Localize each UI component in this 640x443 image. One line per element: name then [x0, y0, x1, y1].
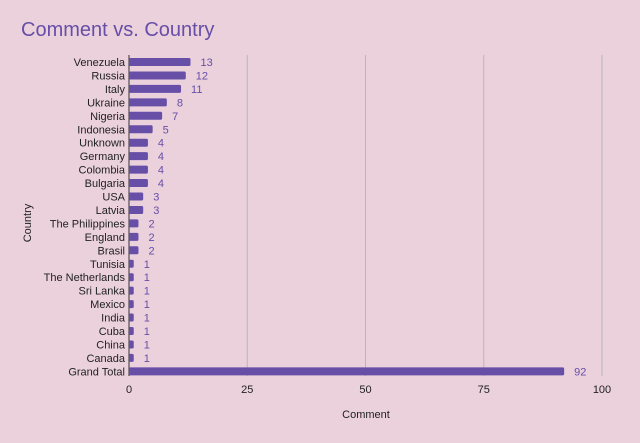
- category-label: Tunisia: [90, 259, 126, 271]
- value-label: 1: [144, 353, 150, 365]
- bar: [129, 192, 144, 201]
- x-tick-label: 0: [126, 384, 132, 396]
- y-axis-title: Country: [22, 203, 34, 242]
- category-label: Unknown: [79, 138, 125, 150]
- bar: [129, 152, 148, 161]
- x-tick-label: 25: [241, 384, 253, 396]
- bar: [129, 125, 153, 134]
- category-label: China: [96, 339, 126, 351]
- value-label: 5: [163, 124, 169, 136]
- value-label: 1: [144, 272, 150, 284]
- value-label: 11: [191, 84, 202, 96]
- category-label: Russia: [91, 70, 126, 82]
- x-axis-title: Comment: [342, 409, 390, 421]
- value-label: 4: [158, 138, 164, 150]
- category-label: Cuba: [99, 326, 126, 338]
- value-label: 4: [158, 178, 164, 190]
- value-label: 2: [148, 245, 154, 257]
- value-label: 1: [144, 313, 150, 325]
- bar: [129, 111, 163, 120]
- value-label: 4: [158, 165, 164, 177]
- value-label: 13: [200, 57, 212, 69]
- bar: [129, 219, 139, 228]
- value-label: 3: [153, 205, 159, 217]
- category-label: Brasil: [97, 245, 125, 257]
- category-label: Canada: [86, 353, 125, 365]
- bar: [129, 205, 144, 214]
- bar: [129, 340, 134, 349]
- value-label: 1: [144, 299, 150, 311]
- category-label: Nigeria: [90, 111, 126, 123]
- bar: [129, 232, 139, 241]
- bar: [129, 353, 134, 362]
- gridlines: [128, 55, 603, 376]
- category-label: Bulgaria: [85, 178, 126, 190]
- bar: [129, 273, 134, 282]
- category-label: Germany: [80, 151, 126, 163]
- bar: [129, 138, 148, 147]
- value-label: 12: [196, 70, 208, 82]
- category-label: India: [101, 313, 126, 325]
- bar: [129, 286, 134, 295]
- category-label: Latvia: [96, 205, 126, 217]
- bar: [129, 165, 148, 174]
- bar: [129, 327, 134, 335]
- value-label: 2: [148, 232, 154, 244]
- bar: [129, 300, 134, 309]
- value-label: 1: [144, 286, 150, 298]
- category-label: Grand Total: [68, 366, 125, 378]
- category-label: Sri Lanka: [79, 286, 126, 298]
- value-label: 4: [158, 151, 164, 163]
- value-label: 8: [177, 97, 183, 109]
- bars: [129, 58, 565, 376]
- value-label: 3: [153, 192, 159, 204]
- category-label: The Netherlands: [44, 272, 126, 284]
- bar: [129, 84, 182, 93]
- category-label: The Philippines: [50, 218, 126, 230]
- value-label: 1: [144, 326, 150, 338]
- category-label: Mexico: [90, 299, 125, 311]
- x-tick-label: 50: [359, 384, 371, 396]
- category-label: Indonesia: [77, 124, 126, 136]
- bar: [129, 313, 134, 322]
- x-tick-label: 100: [593, 384, 611, 396]
- value-label: 2: [148, 218, 154, 230]
- category-label: Ukraine: [87, 97, 125, 109]
- bar: [129, 367, 565, 376]
- bar: [129, 71, 186, 80]
- category-label: England: [85, 232, 125, 244]
- bar: [129, 259, 134, 268]
- value-label: 7: [172, 111, 178, 123]
- bar: [129, 246, 139, 255]
- category-label: Venezuela: [74, 57, 126, 69]
- chart-title: Comment vs. Country: [21, 19, 215, 41]
- category-label: Colombia: [79, 165, 126, 177]
- bar: [129, 179, 148, 188]
- value-label: 1: [144, 259, 150, 271]
- x-tick-label: 75: [478, 384, 490, 396]
- bar: [129, 58, 191, 66]
- category-label: USA: [102, 192, 125, 204]
- bar: [129, 98, 167, 107]
- category-label: Italy: [105, 84, 126, 96]
- value-label: 1: [144, 339, 150, 351]
- value-label: 92: [574, 366, 586, 378]
